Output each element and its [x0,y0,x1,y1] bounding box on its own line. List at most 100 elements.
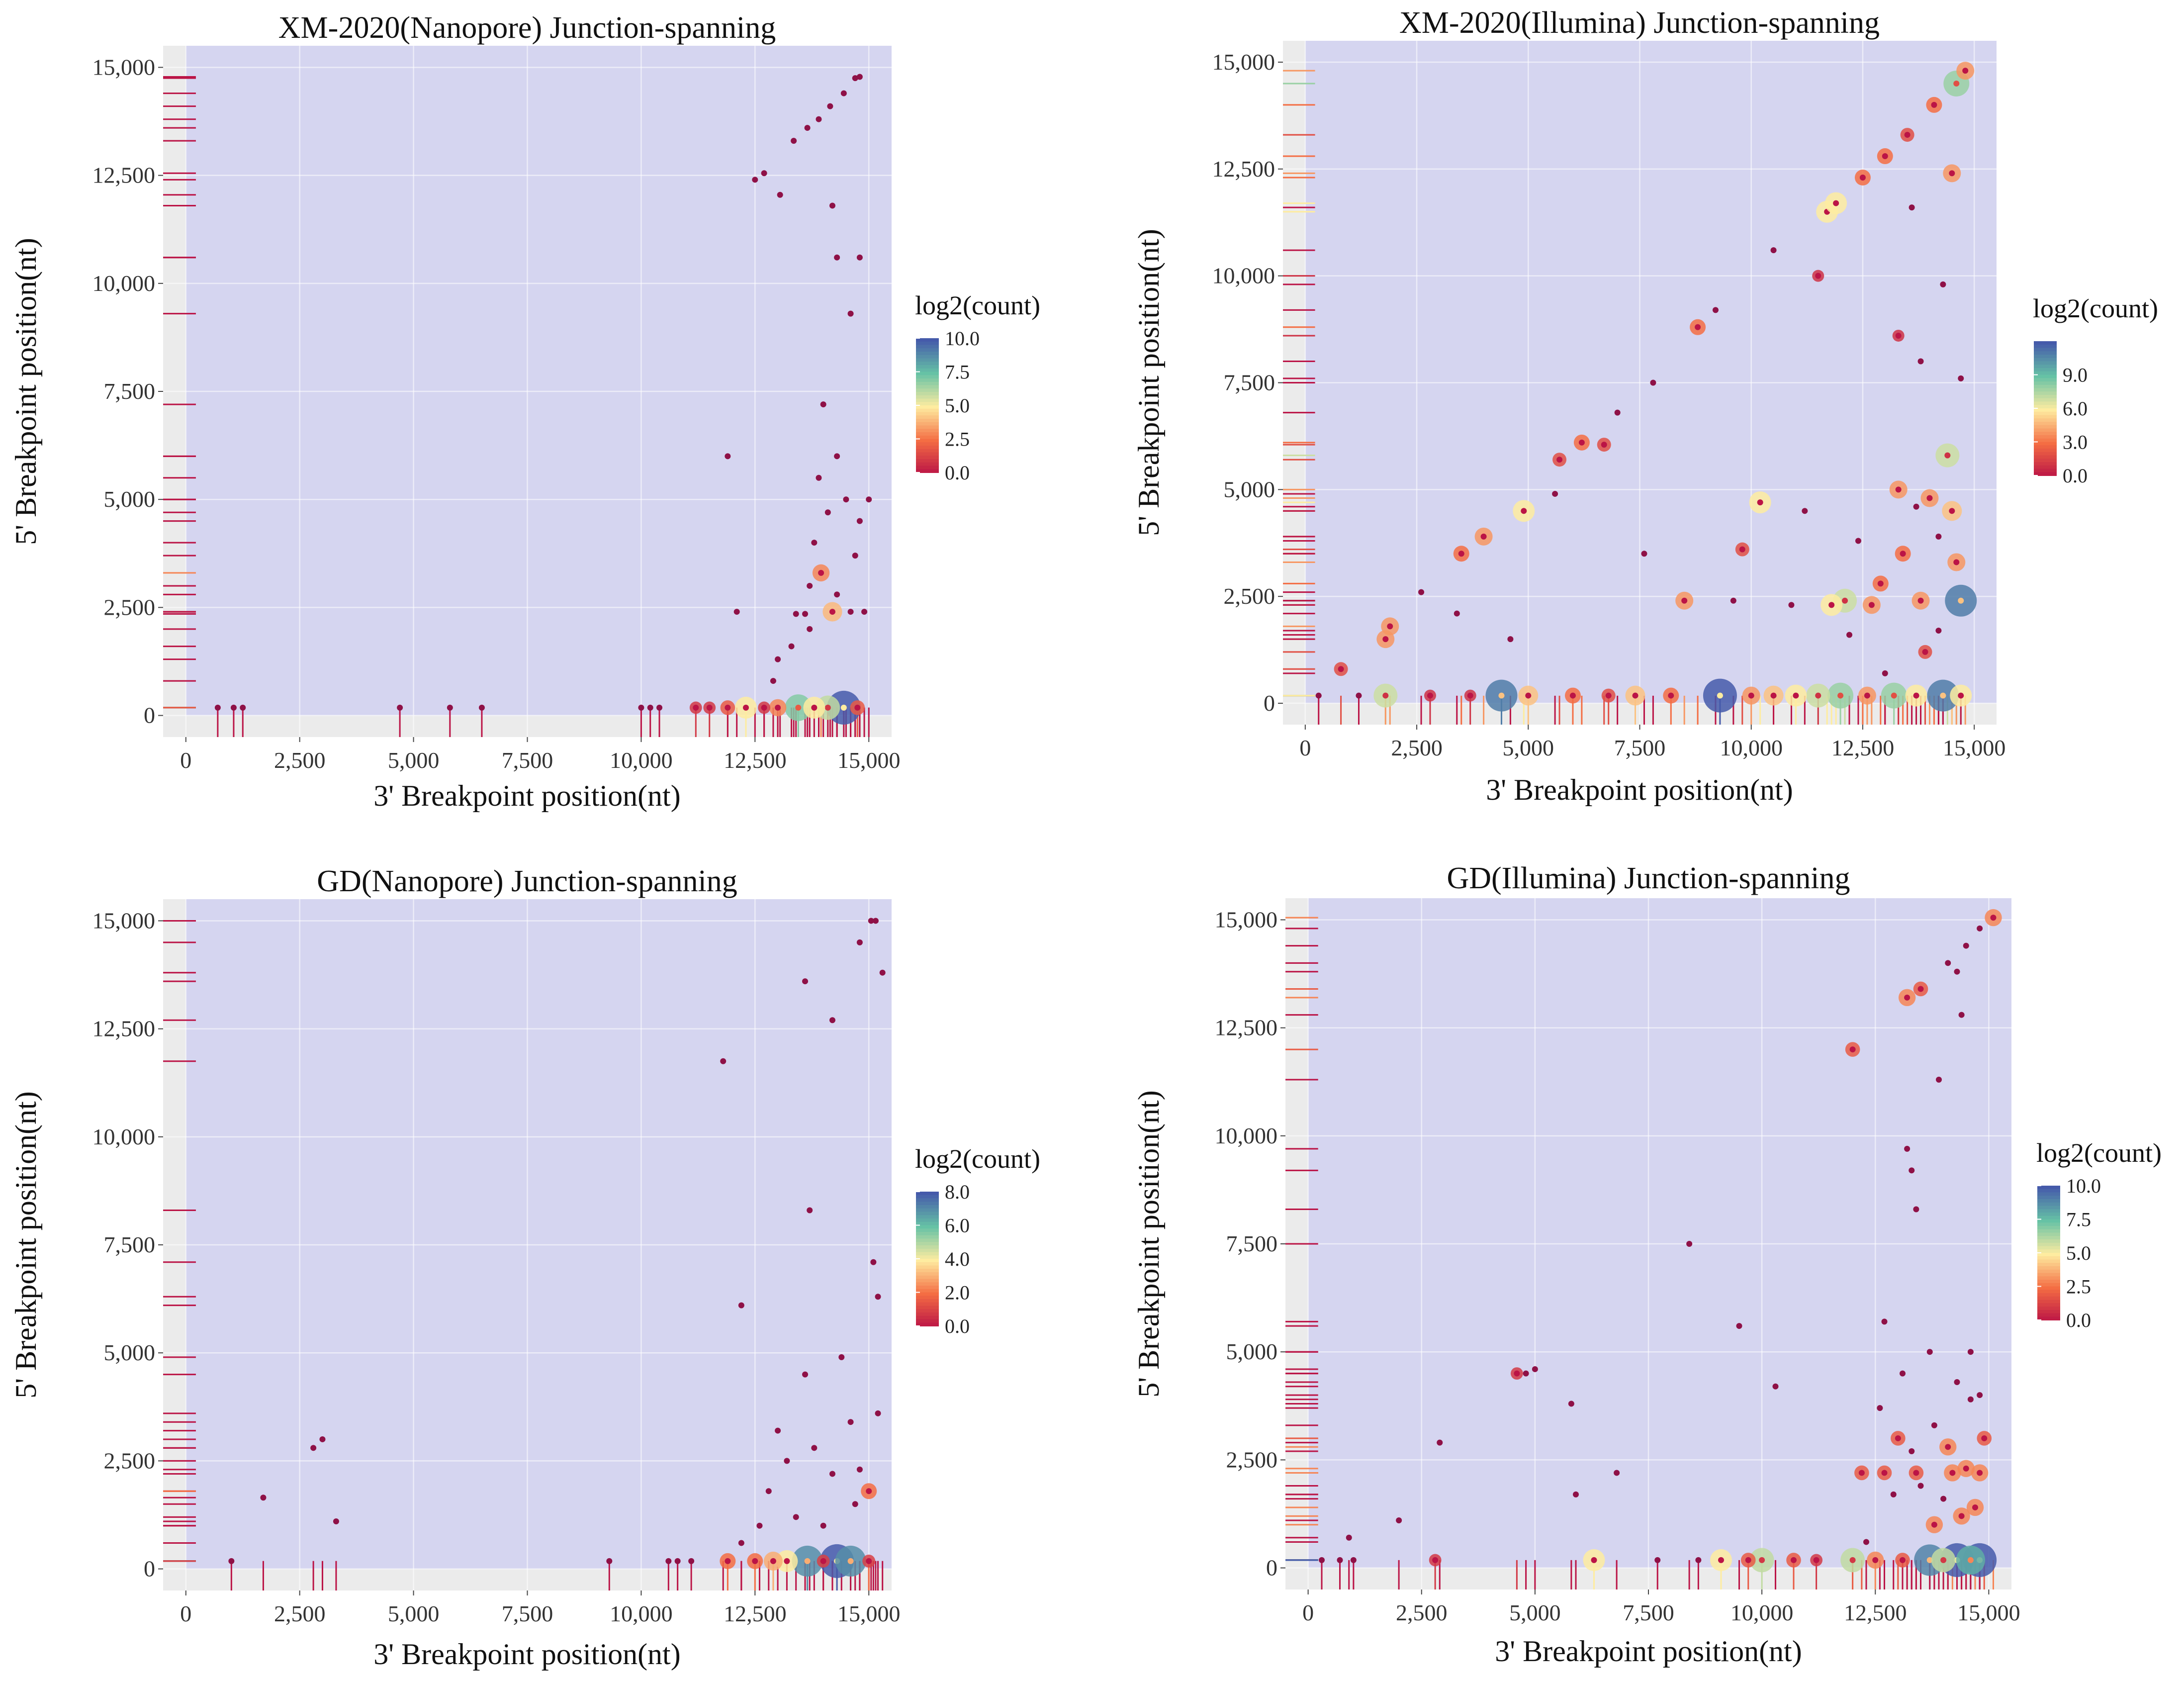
colorbar-label: 2.0 [945,1282,970,1304]
data-point [1864,692,1870,699]
colorbar-segment [2037,1219,2060,1223]
data-point [1931,101,1937,108]
data-region [1308,898,2011,1568]
colorbar-segment [2037,1263,2060,1267]
data-point [1396,1517,1402,1523]
data-point [1718,1557,1724,1563]
x-axis-title: 3' Breakpoint position(nt) [1486,773,1793,806]
colorbar-segment [916,419,939,423]
colorbar-segment [916,446,939,450]
colorbar-segment [2037,1276,2060,1280]
data-point [1909,1167,1915,1174]
data-point [811,1445,818,1451]
data-point [738,1302,744,1309]
y-axis-title: 5' Breakpoint position(nt) [1132,229,1165,536]
colorbar-segment [916,1255,939,1259]
data-point [834,453,840,460]
data-point [775,704,781,711]
colorbar-segment [916,1275,939,1280]
colorbar-segment [2034,415,2057,419]
data-point [834,254,840,261]
y-tick-label: 2,500 [1226,1447,1278,1472]
colorbar-segment [2034,355,2057,359]
colorbar-segment [2034,361,2057,366]
colorbar-segment [916,392,939,396]
data-point [752,1558,758,1564]
colorbar-label: 8.0 [945,1181,970,1203]
y-tick-label: 12,500 [92,1016,156,1041]
colorbar-segment [916,452,939,457]
y-tick-labels: 0 2,500 5,000 7,500 10,000 12,500 15,000 [92,908,163,1582]
data-point [770,1558,776,1564]
data-point [1958,692,1964,699]
data-point [1757,499,1763,506]
colorbar-segment [916,408,939,413]
data-point [733,609,740,615]
colorbar-segment [916,442,939,446]
x-tick-label: 15,000 [1957,1600,2020,1625]
legend-title: log2(count) [2036,1138,2162,1168]
y-tick-label: 7,500 [1226,1231,1278,1256]
data-point [840,90,847,96]
data-point [1958,1012,1965,1018]
colorbar-segment [916,449,939,453]
data-point [1833,200,1839,206]
data-points [214,74,872,725]
colorbar-segment [2034,395,2057,399]
colorbar-segment [916,1292,939,1297]
data-point [1815,692,1821,699]
y-tick-label: 12,500 [92,163,156,188]
y-tick-labels: 0 2,500 5,000 7,500 10,000 12,500 15,000 [92,54,163,728]
legend-colorbar: 8.0 6.0 4.0 2.0 0.0 [916,1181,970,1337]
data-point [1882,670,1888,676]
colorbar-segment [2037,1307,2060,1310]
data-point [1315,692,1322,699]
data-point [1712,307,1719,313]
data-point [784,1558,790,1564]
colorbar-label: 6.0 [2063,397,2088,420]
legend-title: log2(count) [915,290,1040,320]
colorbar-segment [2037,1199,2060,1203]
x-tick-labels: 0 2,500 5,000 7,500 10,000 12,500 15,000 [1299,725,2005,760]
y-tick-label: 2,500 [104,1448,156,1473]
data-point [1967,1396,1974,1402]
y-tick-label: 7,500 [104,378,156,404]
colorbar-segment [2037,1249,2060,1253]
data-point [1904,1145,1911,1152]
y-tick-label: 7,500 [1224,370,1275,395]
colorbar-segment [916,1299,939,1303]
data-point [1849,1046,1856,1053]
colorbar-segment [2034,378,2057,382]
gridlines [1285,898,2011,1590]
x-axis-title: 3' Breakpoint position(nt) [373,1638,680,1671]
data-point [1498,692,1505,699]
data-point [804,125,811,131]
data-point [811,704,818,711]
data-point [1514,1370,1520,1377]
x-tick-label: 10,000 [610,748,673,773]
colorbar-segment [916,469,939,473]
data-point [1695,1557,1702,1563]
data-point [1654,1557,1661,1563]
data-point [1954,968,1960,975]
x-tick-labels: 0 2,500 5,000 7,500 10,000 12,500 15,000 [1302,1590,2020,1625]
colorbar-segment [2037,1283,2060,1287]
colorbar-segment [916,1248,939,1253]
data-point [1981,1435,1988,1441]
data-point [1900,551,1906,557]
colorbar-segment [2037,1303,2060,1307]
x-tick-label: 10,000 [1730,1600,1794,1625]
colorbar-segment [2034,435,2057,439]
data-point [1521,508,1527,514]
legend-colorbar: 10.0 7.5 5.0 2.5 0.0 [916,327,980,484]
data-point [1350,1557,1357,1563]
x-tick-label: 5,000 [388,1601,440,1626]
colorbar-segment [2034,455,2057,460]
data-point [765,1488,772,1495]
colorbar-segment [2037,1236,2060,1240]
y-tick-label: 0 [1266,1555,1277,1581]
colorbar-segment [916,462,939,467]
data-point [1909,204,1915,211]
colorbar-segment [916,1286,939,1290]
legend-title: log2(count) [2033,293,2158,323]
